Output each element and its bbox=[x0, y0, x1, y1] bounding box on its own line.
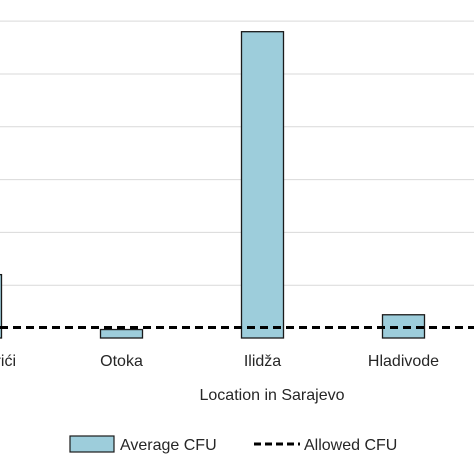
legend-swatch-average-cfu bbox=[69, 435, 115, 453]
bar bbox=[0, 273, 3, 339]
bars bbox=[0, 31, 426, 339]
legend-label-average-cfu: Average CFU bbox=[120, 437, 217, 454]
category-labels: žarići Otoka Ilidža Hladivode bbox=[0, 353, 439, 370]
x-axis-title: Location in Sarajevo bbox=[200, 387, 345, 404]
x-tick-label: žarići bbox=[0, 353, 16, 370]
bar bbox=[99, 328, 144, 339]
legend-label-allowed-cfu: Allowed CFU bbox=[304, 437, 397, 454]
x-tick-label: Otoka bbox=[100, 353, 143, 370]
legend: Average CFU Allowed CFU bbox=[69, 435, 397, 454]
gridlines bbox=[0, 20, 474, 286]
x-tick-label: Hladivode bbox=[368, 353, 439, 370]
bar bbox=[240, 31, 285, 339]
x-tick-label: Ilidža bbox=[244, 353, 281, 370]
